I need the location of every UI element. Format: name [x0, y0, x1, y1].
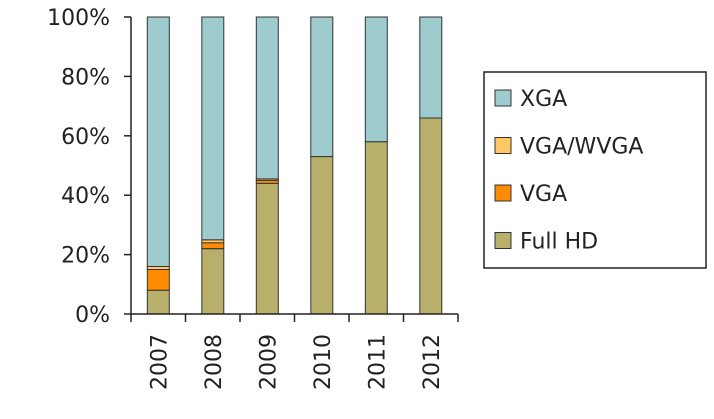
- legend-label-vga: VGA: [520, 182, 567, 207]
- bar-xga-2008: [201, 16, 225, 241]
- bar-xga-2009: [255, 16, 279, 180]
- legend-label-vga-wvga: VGA/WVGA: [520, 135, 643, 160]
- bar-xga-2012: [419, 16, 443, 119]
- x-tick-label-2011: 2011: [365, 334, 390, 390]
- y-tick-label: 80%: [61, 65, 110, 90]
- bar-full-hd-2008: [201, 248, 225, 315]
- x-tick-label-2012: 2012: [420, 334, 445, 390]
- y-axis: 0% 20% 40% 60% 80% 100%: [47, 6, 132, 328]
- bar-full-hd-2012: [419, 117, 443, 315]
- legend-label-full-hd: Full HD: [520, 230, 598, 255]
- bar-xga-2010: [310, 16, 334, 158]
- bar-vga-2007: [146, 268, 170, 291]
- legend-label-xga: XGA: [520, 87, 567, 112]
- legend-swatch-vga-wvga: [494, 137, 512, 154]
- x-tick-label-2009: 2009: [256, 334, 281, 390]
- bar-full-hd-2010: [310, 156, 334, 315]
- bar-full-hd-2009: [255, 182, 279, 315]
- y-tick-label: 40%: [61, 184, 110, 209]
- bar-vga-2008: [201, 242, 225, 250]
- y-tick-label: 20%: [61, 244, 110, 269]
- legend: XGA VGA/WVGA VGA Full HD: [483, 71, 707, 269]
- x-tick-label-2010: 2010: [311, 334, 336, 390]
- bar-full-hd-2011: [364, 141, 388, 315]
- bar-full-hd-2007: [146, 289, 170, 315]
- legend-swatch-xga: [494, 89, 512, 107]
- x-tick-label-2007: 2007: [147, 334, 172, 390]
- y-tick-label: 0%: [75, 303, 110, 328]
- bar-xga-2007: [146, 16, 170, 267]
- x-tick-label-2008: 2008: [202, 334, 227, 390]
- legend-swatch-vga: [494, 184, 512, 202]
- bar-xga-2011: [364, 16, 388, 143]
- legend-box: [483, 71, 707, 269]
- legend-swatch-full-hd: [494, 232, 512, 249]
- y-tick-label: 60%: [61, 125, 110, 150]
- x-axis: 2007 2008 2009 2010 2011 2012: [130, 313, 459, 390]
- y-tick-label: 100%: [47, 6, 110, 31]
- plot-area: [146, 16, 443, 315]
